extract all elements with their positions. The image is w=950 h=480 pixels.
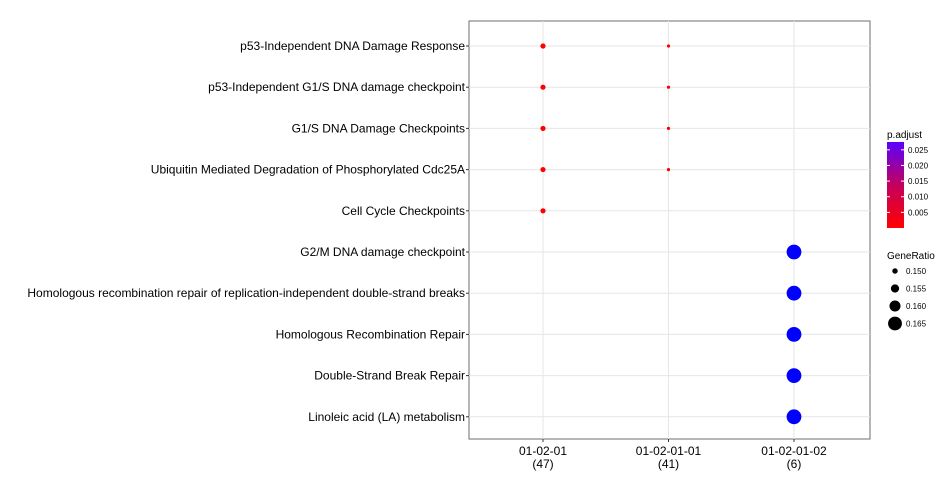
data-point [666,85,671,89]
x-axis-label: 01-02-01-02 [761,444,827,458]
y-axis-labels: p53-Independent DNA Damage Response p53-I… [27,39,469,424]
size-legend-label: 0.160 [906,302,927,311]
y-axis-label: G1/S DNA Damage Checkpoints [292,121,465,135]
color-legend-label: 0.010 [908,193,929,202]
data-point [786,244,802,260]
size-legend-dot [892,268,898,274]
size-legend-dot [889,300,901,312]
data-point [786,327,802,342]
size-legend-dot [890,284,900,293]
y-axis-label: Homologous Recombination Repair [276,327,465,341]
data-point [666,168,671,172]
data-point [540,167,546,173]
data-point [666,44,671,48]
x-axis-count-label: (47) [532,457,553,471]
data-point [540,43,546,49]
y-axis-label: G2/M DNA damage checkpoint [300,245,465,259]
data-points [540,43,802,425]
y-axis-label: p53-Independent DNA Damage Response [240,39,465,53]
color-legend-label: 0.015 [908,177,929,186]
color-legend: p.adjust 0.025 0.020 0.015 0.010 0.005 [887,130,929,228]
y-axis-label: Homologous recombination repair of repli… [27,286,465,300]
y-axis-label: Linoleic acid (LA) metabolism [308,410,465,424]
y-axis-label: p53-Independent G1/S DNA damage checkpoi… [208,80,466,94]
plot-panel [468,20,871,440]
color-legend-label: 0.025 [908,146,929,155]
data-point [540,84,546,90]
x-axis-labels: 01-02-01(47) 01-02-01-01(41) 01-02-01-02(6… [519,439,827,471]
size-legend-label: 0.165 [906,320,927,329]
size-legend-dot [888,316,902,331]
y-axis-label: Ubiquitin Mediated Degradation of Phosph… [151,163,465,177]
x-axis-label: 01-02-01 [519,444,567,458]
size-legend: GeneRatio 0.150 0.155 0.160 0.165 [887,251,935,331]
data-point [666,126,671,130]
data-point [786,368,802,383]
data-point [786,285,802,301]
color-legend-title: p.adjust [887,130,922,141]
size-legend-title: GeneRatio [887,251,935,262]
x-axis-label: 01-02-01-01 [636,444,702,458]
size-legend-label: 0.150 [906,267,927,276]
y-axis-label: Cell Cycle Checkpoints [342,204,465,218]
y-axis-label: Double-Strand Break Repair [314,369,465,383]
color-legend-label: 0.020 [908,161,929,170]
color-legend-bar [887,142,904,228]
x-axis-count-label: (41) [658,457,679,471]
data-point [786,409,802,425]
size-legend-label: 0.155 [906,285,927,294]
color-legend-label: 0.005 [908,208,929,217]
data-point [540,125,546,131]
x-axis-count-label: (6) [787,457,802,471]
data-point [540,208,546,214]
